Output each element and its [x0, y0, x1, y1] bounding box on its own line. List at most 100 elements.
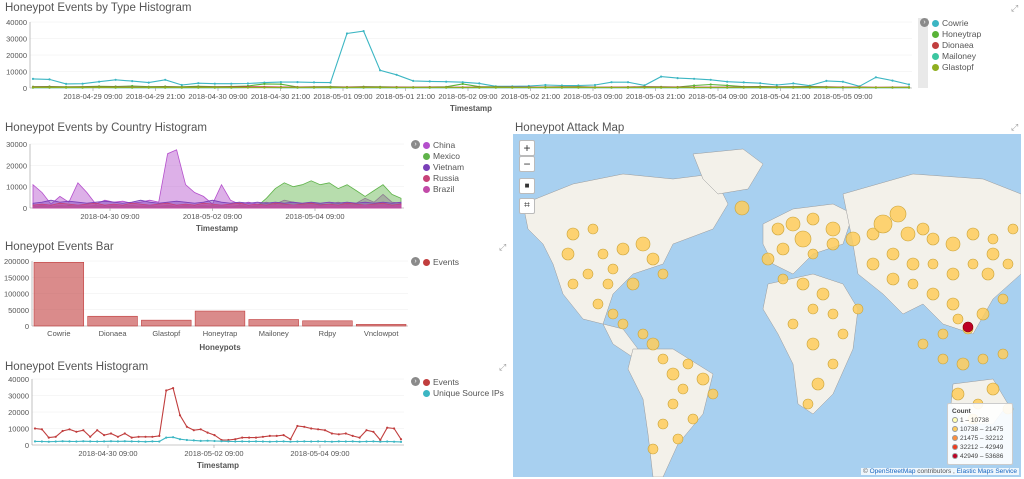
x-tick-label: 2018-05-04 09:00: [285, 212, 344, 221]
expand-icon[interactable]: ⤢: [1011, 122, 1019, 132]
legend-item[interactable]: Vietnam: [423, 162, 464, 173]
data-point: [81, 82, 84, 85]
attack-point: [976, 307, 990, 321]
legend-dot-icon: [423, 390, 430, 397]
data-point: [310, 427, 313, 430]
x-tick-label: 2018-05-02 09:00: [184, 449, 243, 458]
data-point: [379, 86, 382, 89]
data-point: [478, 82, 481, 85]
data-point: [131, 80, 134, 83]
legend-item[interactable]: Events: [423, 257, 459, 268]
attack-point: [889, 205, 907, 223]
data-point: [241, 440, 244, 443]
bar-dionaea: [87, 315, 138, 327]
attack-point: [582, 268, 594, 280]
ems-link[interactable]: Elastic Maps Service: [956, 468, 1017, 475]
attack-point: [952, 313, 964, 325]
attack-point: [926, 232, 940, 246]
data-point: [891, 79, 894, 82]
data-point: [330, 432, 333, 435]
country-histogram-panel: Honeypot Events by Country Histogram 300…: [0, 120, 505, 235]
panel-title: Honeypot Events Bar: [5, 241, 114, 253]
data-point: [151, 440, 154, 443]
map-legend-item: 42949 – 53686: [952, 452, 1008, 461]
data-point: [303, 425, 306, 428]
world-map[interactable]: [513, 134, 1021, 477]
legend-item[interactable]: Events: [423, 377, 459, 388]
attack-point: [807, 303, 819, 315]
data-point: [399, 440, 403, 443]
legend-label: Events: [433, 257, 459, 267]
legend-item[interactable]: Brazil: [423, 184, 454, 195]
legend-item[interactable]: China: [423, 140, 455, 151]
zoom-out-button[interactable]: −: [519, 156, 535, 172]
draw-filter-button[interactable]: ■: [519, 178, 535, 194]
attack-point: [777, 273, 789, 285]
data-point: [386, 440, 389, 443]
data-point: [165, 436, 168, 439]
data-point: [199, 428, 202, 431]
x-tick-label: 2018-05-02 21:00: [501, 92, 560, 101]
expand-icon[interactable]: ⤢: [499, 242, 507, 252]
data-point: [709, 83, 712, 86]
attack-point: [926, 287, 940, 301]
attack-point: [592, 298, 604, 310]
attack-point: [647, 443, 659, 455]
data-point: [65, 82, 68, 85]
data-point: [199, 439, 202, 442]
data-point: [610, 86, 613, 89]
data-point: [165, 389, 168, 392]
attack-point: [917, 338, 929, 350]
legend-item[interactable]: Glastopf: [932, 62, 974, 73]
attack-point: [567, 278, 579, 290]
legend-dot-icon: [423, 142, 430, 149]
data-point: [261, 440, 264, 443]
x-axis-title: Honeypots: [199, 343, 241, 352]
data-point: [137, 435, 140, 438]
legend-scrollbar[interactable]: [918, 18, 928, 88]
zoom-in-button[interactable]: +: [519, 140, 535, 156]
legend-item[interactable]: Mailoney: [932, 51, 976, 62]
osm-link[interactable]: OpenStreetMap: [869, 468, 916, 475]
y-tick-label: 100000: [4, 290, 29, 299]
data-point: [351, 440, 354, 443]
events-histogram-chart: 40000 30000 20000 10000 0 2018-04-30 09:00 201…: [8, 375, 404, 470]
legend-item[interactable]: Russia: [423, 173, 459, 184]
expand-icon[interactable]: ⤢: [1011, 3, 1019, 13]
data-point: [560, 86, 564, 89]
data-point: [197, 86, 200, 89]
data-point: [296, 81, 299, 84]
data-point: [825, 86, 828, 89]
attack-point: [794, 230, 812, 248]
data-point: [323, 429, 327, 432]
attack-point: [997, 348, 1009, 360]
legend-item[interactable]: Unique Source IPs: [423, 388, 504, 399]
attack-point: [566, 227, 580, 241]
legend-item[interactable]: Honeytrap: [932, 29, 981, 40]
data-point: [395, 86, 398, 89]
legend-toggle-icon[interactable]: ›: [411, 377, 420, 386]
category-label: Vnclowpot: [364, 329, 400, 338]
expand-icon[interactable]: ⤢: [499, 362, 507, 372]
legend-toggle-icon[interactable]: ›: [411, 257, 420, 266]
x-tick-label: 2018-05-04 09:00: [688, 92, 747, 101]
legend-toggle-icon[interactable]: ›: [411, 140, 420, 149]
map-canvas[interactable]: + − ■ ⌗ Count 1 – 10738 10738 – 21475 2147…: [513, 134, 1021, 477]
legend-item[interactable]: Cowrie: [932, 18, 968, 29]
x-tick-label: 2018-05-03 21:00: [626, 92, 685, 101]
data-point: [47, 440, 50, 443]
fit-bounds-button[interactable]: ⌗: [519, 198, 535, 214]
data-point: [709, 86, 712, 89]
attack-point: [977, 353, 989, 365]
legend-item[interactable]: Dionaea: [932, 40, 974, 51]
data-point: [329, 86, 332, 89]
legend-item[interactable]: Mexico: [423, 151, 460, 162]
series-area-brazil: [32, 204, 402, 209]
data-point: [907, 83, 911, 86]
data-point: [206, 439, 209, 442]
data-point: [323, 440, 327, 443]
data-point: [372, 430, 375, 433]
type-histogram-chart: 40000 30000 20000 10000 0 2018-04-29 09:00 201…: [6, 18, 912, 113]
data-point: [726, 84, 729, 87]
legend-toggle-icon[interactable]: ›: [920, 18, 929, 27]
